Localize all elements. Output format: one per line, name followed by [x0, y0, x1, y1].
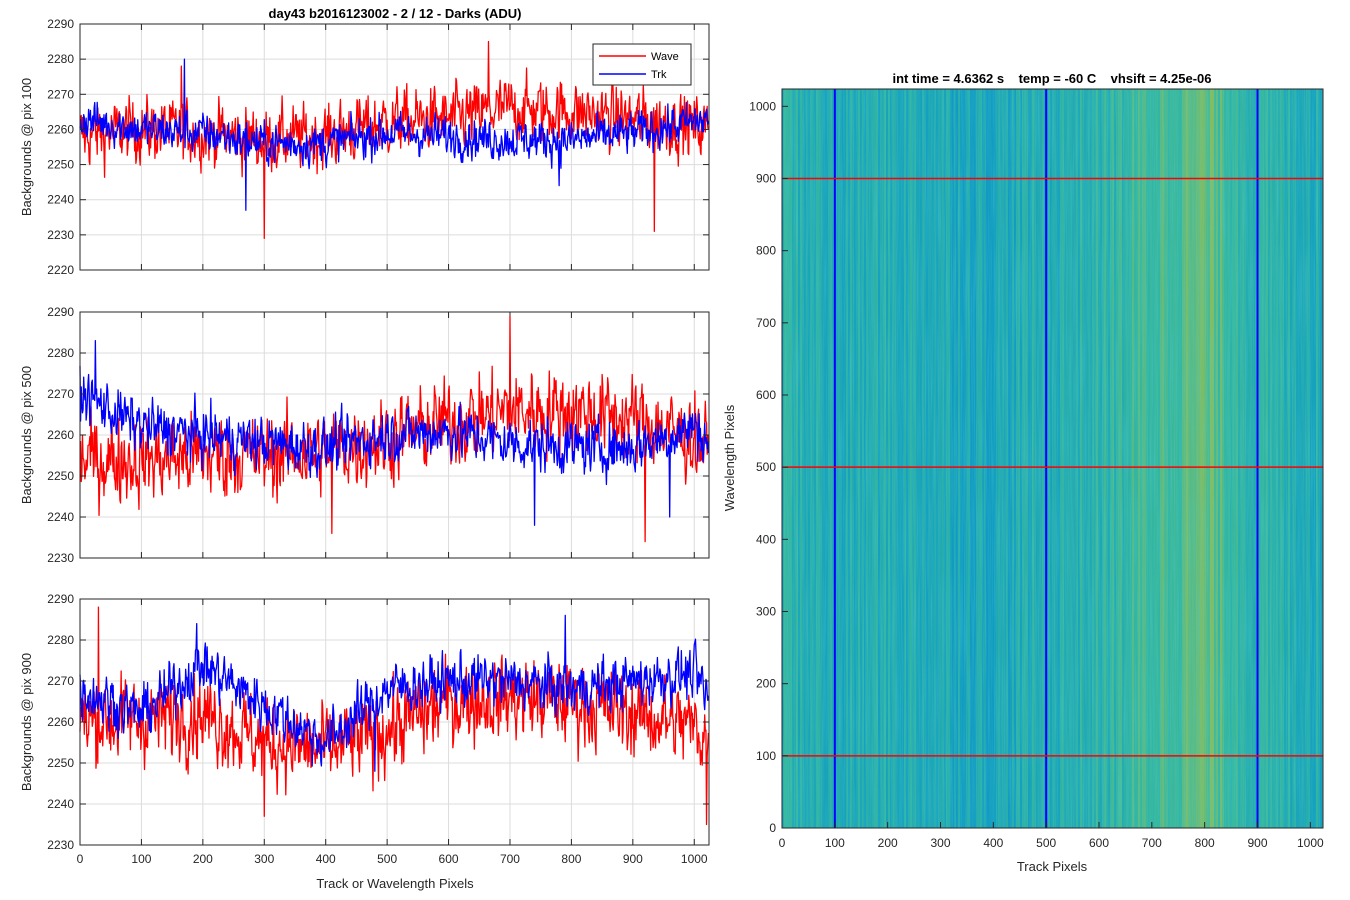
y-tick-label: 2230: [47, 838, 74, 852]
panel-heatmap: int time = 4.6362 s temp = -60 C vhsift …: [722, 71, 1324, 874]
heatmap-y-tick-label: 1000: [749, 99, 776, 113]
panel-pix-500: 2230 2240 2250 2260 2270 2280 2290 Backgrounds…: [19, 305, 710, 565]
heatmap-xticks: 0 100 200 300 400 500 600 700 800 900 1000: [779, 822, 1324, 850]
heatmap-x-tick-label: 1000: [1297, 836, 1324, 850]
y-tick-label: 2290: [47, 592, 74, 606]
y-tick-label: 2230: [47, 551, 74, 565]
heatmap-y-tick-label: 700: [756, 316, 776, 330]
y-tick-label: 2290: [47, 305, 74, 319]
heatmap-y-tick-label: 200: [756, 677, 776, 691]
heatmap-y-tick-label: 500: [756, 460, 776, 474]
heatmap-y-tick-label: 300: [756, 604, 776, 618]
heatmap-x-tick-label: 200: [878, 836, 898, 850]
heatmap-x-tick-label: 300: [930, 836, 950, 850]
y-tick-label: 2240: [47, 797, 74, 811]
x-tick-label: 500: [377, 852, 397, 866]
heatmap-x-tick-label: 100: [825, 836, 845, 850]
y-tick-label: 2260: [47, 122, 74, 136]
x-tick-label: 0: [77, 852, 84, 866]
heatmap-y-tick-label: 100: [756, 749, 776, 763]
series-line-trk: [79, 340, 710, 526]
y-tick-label: 2290: [47, 17, 74, 31]
panel-pix-100: day43 b2016123002 - 2 / 12 - Darks (ADU)…: [19, 6, 710, 277]
heatmap-x-tick-label: 900: [1247, 836, 1267, 850]
heatmap-x-tick-label: 0: [779, 836, 786, 850]
panel-2-yticks: 2230 2240 2250 2260 2270 2280 2290: [47, 305, 709, 565]
panel-1-yticks: 2220 2230 2240 2250 2260 2270 2280 2290: [47, 17, 709, 277]
y-tick-label: 2270: [47, 674, 74, 688]
heatmap-noise-overlay: [782, 89, 1323, 828]
x-tick-label: 300: [254, 852, 274, 866]
x-tick-label: 800: [561, 852, 581, 866]
heatmap-ylabel: Wavelength Pixels: [722, 404, 737, 511]
heatmap-marker-lines: [782, 89, 1323, 828]
heatmap-xlabel: Track Pixels: [1017, 859, 1088, 874]
panel-2-ylabel: Backgrounds @ pix 500: [19, 366, 34, 504]
heatmap-y-tick-label: 800: [756, 244, 776, 258]
y-tick-label: 2250: [47, 756, 74, 770]
heatmap-x-tick-label: 500: [1036, 836, 1056, 850]
heatmap-yticks: 0 100 200 300 400 500 600 700 800 900 1000: [749, 99, 788, 835]
heatmap-x-tick-label: 800: [1195, 836, 1215, 850]
heatmap-axes-box: [781, 88, 1324, 829]
y-tick-label: 2270: [47, 87, 74, 101]
panel-3-ylabel: Backgrounds @ pix 900: [19, 653, 34, 791]
y-tick-label: 2260: [47, 428, 74, 442]
y-tick-label: 2230: [47, 228, 74, 242]
panel-pix-900: 2230 2240 2250 2260 2270 2280 2290 0 100 200 300 4…: [19, 592, 710, 891]
series-line-trk: [79, 614, 710, 772]
y-tick-label: 2270: [47, 387, 74, 401]
heatmap-y-tick-label: 0: [769, 821, 776, 835]
panel-3-grid: [79, 598, 709, 846]
panel-3-xticks: 0 100 200 300 400 500 600 700 800 900 1000: [77, 852, 708, 866]
heatmap-y-tick-label: 900: [756, 171, 776, 185]
legend-wave-label: Wave: [651, 51, 679, 63]
panel-3-series: [79, 606, 710, 826]
y-tick-label: 2240: [47, 193, 74, 207]
heatmap-y-tick-label: 400: [756, 532, 776, 546]
x-tick-label: 900: [623, 852, 643, 866]
y-tick-label: 2250: [47, 469, 74, 483]
y-tick-label: 2220: [47, 263, 74, 277]
heatmap-image: [782, 89, 1323, 828]
panel-1-series: [79, 40, 710, 240]
x-tick-label: 1000: [681, 852, 708, 866]
y-tick-label: 2240: [47, 510, 74, 524]
y-tick-label: 2280: [47, 52, 74, 66]
y-tick-label: 2250: [47, 158, 74, 172]
panel-1-axes-box: [79, 23, 710, 271]
legend: Wave Trk: [592, 43, 692, 86]
x-tick-label: 200: [193, 852, 213, 866]
panel-1-ylabel: Backgrounds @ pix 100: [19, 78, 34, 216]
legend-trk-label: Trk: [651, 69, 667, 81]
y-tick-label: 2260: [47, 715, 74, 729]
y-tick-label: 2280: [47, 346, 74, 360]
x-tick-label: 700: [500, 852, 520, 866]
series-line-wave: [79, 606, 710, 826]
x-tick-label: 400: [316, 852, 336, 866]
series-line-trk: [79, 58, 710, 211]
panel-2-series: [79, 315, 710, 543]
heatmap-y-tick-label: 600: [756, 388, 776, 402]
heatmap-x-tick-label: 600: [1089, 836, 1109, 850]
figure-title: day43 b2016123002 - 2 / 12 - Darks (ADU): [269, 6, 522, 21]
heatmap-x-tick-label: 400: [983, 836, 1003, 850]
heatmap-x-tick-label: 700: [1142, 836, 1162, 850]
heatmap-title: int time = 4.6362 s temp = -60 C vhsift …: [892, 71, 1211, 86]
x-tick-label: 100: [131, 852, 151, 866]
panel-3-yticks: 2230 2240 2250 2260 2270 2280 2290: [47, 592, 709, 852]
x-tick-label: 600: [439, 852, 459, 866]
y-tick-label: 2280: [47, 633, 74, 647]
panel-3-xlabel: Track or Wavelength Pixels: [316, 876, 474, 891]
legend-box: [592, 43, 692, 86]
